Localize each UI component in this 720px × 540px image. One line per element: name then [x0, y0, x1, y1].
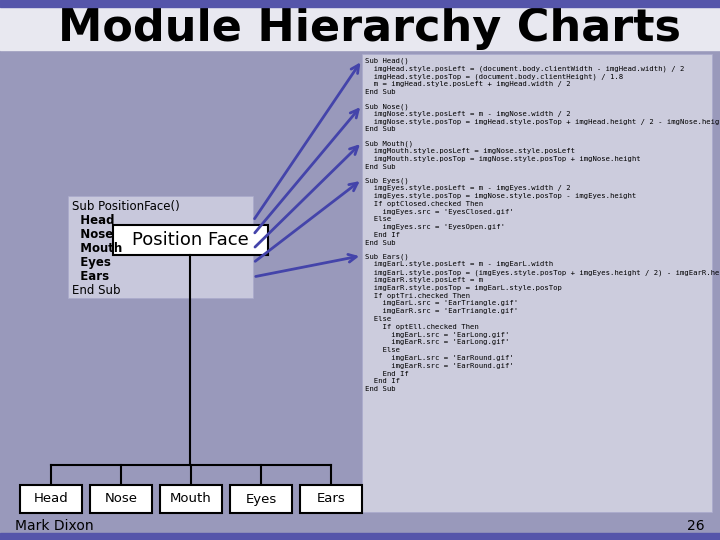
Bar	[0, 0, 720, 7]
Text: Sub PositionFace(): Sub PositionFace()	[72, 200, 180, 213]
Text: End Sub: End Sub	[365, 89, 395, 95]
Text: Sub Eyes(): Sub Eyes()	[365, 178, 409, 184]
Bar	[68, 196, 253, 298]
Bar	[0, 533, 720, 540]
Text: Else: Else	[365, 217, 391, 222]
Text: imgHead.style.posTop = (document.body.clientHeight) / 1.8: imgHead.style.posTop = (document.body.cl…	[365, 73, 623, 80]
Text: imgEarL.style.posTop = (imgEyes.style.posTop + imgEyes.height / 2) - imgEarR.hei: imgEarL.style.posTop = (imgEyes.style.po…	[365, 269, 720, 276]
Text: Module Hierarchy Charts: Module Hierarchy Charts	[58, 6, 682, 50]
Text: imgMouth.style.posLeft = imgNose.style.posLeft: imgMouth.style.posLeft = imgNose.style.p…	[365, 148, 575, 154]
Text: imgEarR.src = 'EarTriangle.gif': imgEarR.src = 'EarTriangle.gif'	[365, 308, 518, 314]
Text: imgEarL.src = 'EarLong.gif': imgEarL.src = 'EarLong.gif'	[365, 332, 509, 338]
Text: Head: Head	[34, 492, 68, 505]
Bar	[362, 54, 712, 512]
Text: Else: Else	[365, 316, 391, 322]
Text: Mouth: Mouth	[170, 492, 212, 505]
Bar	[0, 7, 720, 50]
Text: Position Face: Position Face	[132, 231, 248, 249]
Text: Eyes: Eyes	[246, 492, 276, 505]
Text: Sub Ears(): Sub Ears()	[365, 254, 409, 260]
Text: imgEarR.style.posLeft = m: imgEarR.style.posLeft = m	[365, 277, 483, 283]
Text: Sub Mouth(): Sub Mouth()	[365, 140, 413, 147]
Text: If optClosed.checked Then: If optClosed.checked Then	[365, 201, 483, 207]
Text: Ears: Ears	[72, 270, 109, 283]
Text: 26: 26	[688, 519, 705, 533]
Text: Else: Else	[365, 347, 400, 353]
Text: imgEyes.style.posLeft = m - imgEyes.width / 2: imgEyes.style.posLeft = m - imgEyes.widt…	[365, 185, 571, 191]
Text: End Sub: End Sub	[365, 240, 395, 246]
Bar	[5, 53, 715, 518]
Text: imgMouth.style.posTop = imgNose.style.posTop + imgNose.height: imgMouth.style.posTop = imgNose.style.po…	[365, 156, 641, 162]
Text: Head: Head	[72, 214, 114, 227]
Text: End If: End If	[365, 370, 409, 376]
Text: Eyes: Eyes	[72, 256, 111, 269]
Text: End Sub: End Sub	[365, 126, 395, 132]
Bar	[112, 225, 268, 255]
Bar	[230, 485, 292, 513]
Text: Mouth: Mouth	[72, 242, 122, 255]
Bar	[20, 485, 82, 513]
Text: If optTri.checked Then: If optTri.checked Then	[365, 293, 470, 299]
Text: imgEyes.src = 'EyesOpen.gif': imgEyes.src = 'EyesOpen.gif'	[365, 224, 505, 230]
Text: imgEarR.style.posTop = imgEarL.style.posTop: imgEarR.style.posTop = imgEarL.style.pos…	[365, 285, 562, 291]
Text: imgNose.style.posLeft = m - imgNose.width / 2: imgNose.style.posLeft = m - imgNose.widt…	[365, 111, 571, 117]
Text: Ears: Ears	[317, 492, 346, 505]
Text: imgEyes.style.posTop = imgNose.style.posTop - imgEyes.height: imgEyes.style.posTop = imgNose.style.pos…	[365, 193, 636, 199]
Text: imgHead.style.posLeft = (document.body.clientWidth - imgHead.width) / 2: imgHead.style.posLeft = (document.body.c…	[365, 66, 685, 72]
Text: imgNose.style.posTop = imgHead.style.posTop + imgHead.height / 2 - imgNose.heigh: imgNose.style.posTop = imgHead.style.pos…	[365, 119, 720, 125]
Text: imgEarL.style.posLeft = m - imgEarL.width: imgEarL.style.posLeft = m - imgEarL.widt…	[365, 261, 553, 267]
Bar	[160, 485, 222, 513]
Text: End Sub: End Sub	[365, 164, 395, 170]
Bar	[90, 485, 152, 513]
Text: End Sub: End Sub	[72, 284, 120, 297]
Text: End Sub: End Sub	[365, 386, 395, 392]
Text: Mark Dixon: Mark Dixon	[15, 519, 94, 533]
Text: imgEyes.src = 'EyesClosed.gif': imgEyes.src = 'EyesClosed.gif'	[365, 208, 514, 214]
Bar	[300, 485, 362, 513]
Text: End If: End If	[365, 379, 400, 384]
Text: Nose: Nose	[104, 492, 138, 505]
Text: If optEll.checked Then: If optEll.checked Then	[365, 324, 479, 330]
Text: Sub Nose(): Sub Nose()	[365, 103, 409, 110]
Text: Nose: Nose	[72, 228, 113, 241]
Text: m = imgHead.style.posLeft + imgHead.width / 2: m = imgHead.style.posLeft + imgHead.widt…	[365, 82, 571, 87]
Text: End If: End If	[365, 232, 400, 238]
Text: Sub Head(): Sub Head()	[365, 58, 409, 64]
Text: imgEarR.src = 'EarLong.gif': imgEarR.src = 'EarLong.gif'	[365, 340, 509, 346]
Text: imgEarL.src = 'EarTriangle.gif': imgEarL.src = 'EarTriangle.gif'	[365, 300, 518, 306]
Text: imgEarL.src = 'EarRound.gif': imgEarL.src = 'EarRound.gif'	[365, 355, 514, 361]
Text: imgEarR.src = 'EarRound.gif': imgEarR.src = 'EarRound.gif'	[365, 363, 514, 369]
